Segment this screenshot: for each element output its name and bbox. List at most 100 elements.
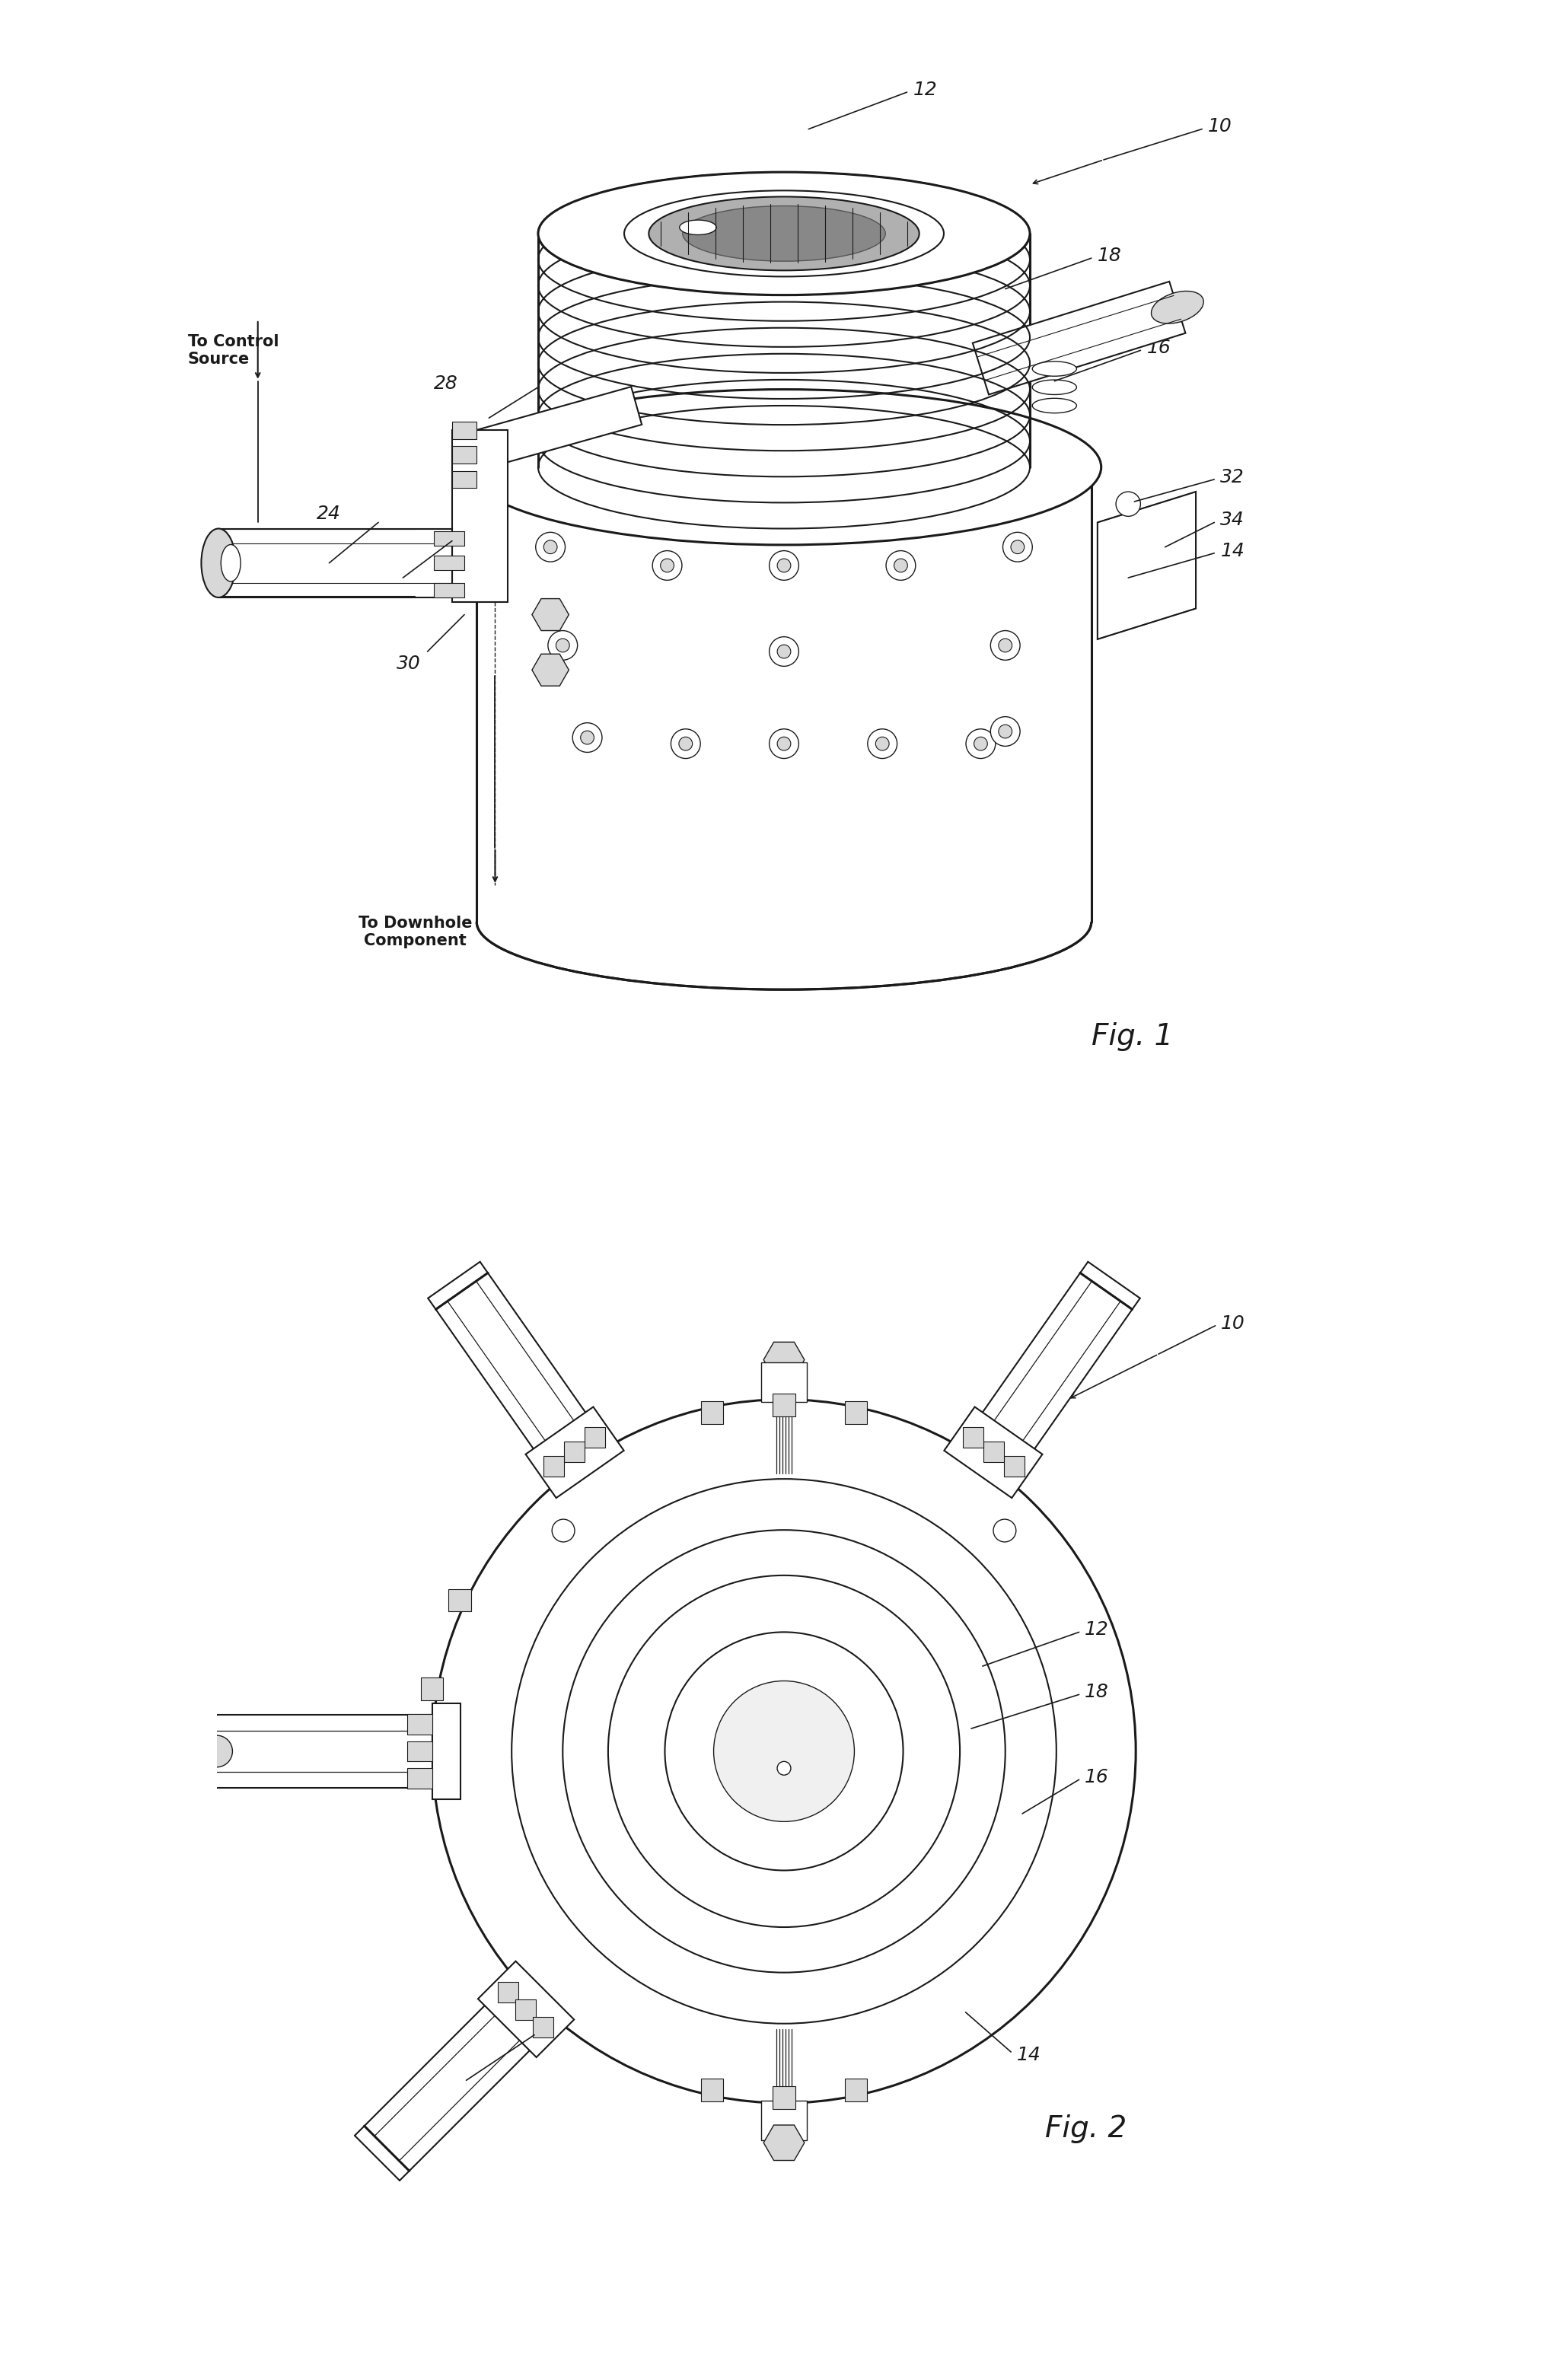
Ellipse shape [624, 191, 944, 277]
Polygon shape [944, 1407, 1043, 1499]
Ellipse shape [1032, 362, 1077, 376]
Bar [448, 1589, 472, 1612]
Circle shape [652, 551, 682, 579]
Circle shape [713, 1681, 855, 1823]
Text: 34: 34 [1220, 511, 1245, 530]
Polygon shape [478, 388, 641, 468]
Circle shape [770, 728, 798, 759]
Polygon shape [525, 1407, 624, 1499]
Circle shape [1011, 541, 1024, 553]
Text: 24: 24 [416, 2085, 439, 2104]
Circle shape [536, 532, 564, 563]
Text: To Control
Source: To Control Source [188, 333, 279, 366]
Polygon shape [478, 1962, 574, 2057]
Circle shape [999, 638, 1011, 652]
Ellipse shape [201, 530, 235, 598]
Bar [497, 1981, 517, 2002]
Circle shape [1116, 492, 1140, 515]
Ellipse shape [679, 220, 717, 234]
Bar [452, 470, 477, 487]
Circle shape [608, 1574, 960, 1927]
Polygon shape [764, 1343, 804, 1378]
Circle shape [563, 1530, 1005, 1972]
Text: 12: 12 [1085, 1622, 1109, 1638]
Circle shape [778, 558, 790, 572]
Text: 26: 26 [365, 579, 390, 596]
Polygon shape [960, 1272, 1132, 1482]
Circle shape [1004, 532, 1032, 563]
Bar [434, 532, 464, 546]
Ellipse shape [538, 173, 1030, 296]
Bar [1004, 1456, 1024, 1478]
Circle shape [999, 726, 1011, 738]
Polygon shape [538, 234, 1030, 468]
Circle shape [778, 1761, 790, 1775]
Circle shape [433, 1399, 1135, 2104]
Circle shape [671, 728, 701, 759]
Circle shape [894, 558, 908, 572]
Bar [564, 1442, 585, 1463]
Bar [434, 582, 464, 598]
Circle shape [580, 730, 594, 745]
Circle shape [770, 636, 798, 667]
Ellipse shape [221, 544, 240, 582]
Polygon shape [218, 530, 452, 598]
Bar [762, 1362, 806, 1402]
Text: 14: 14 [1220, 541, 1245, 560]
Bar [434, 556, 464, 570]
Text: To Downhole
Component: To Downhole Component [359, 915, 472, 948]
Bar [773, 1395, 795, 1416]
Bar [585, 1428, 605, 1447]
Polygon shape [452, 430, 508, 603]
Bar [516, 2000, 536, 2019]
Circle shape [660, 558, 674, 572]
Bar [701, 1402, 723, 1423]
Ellipse shape [1032, 381, 1077, 395]
Text: 24: 24 [317, 504, 340, 522]
Circle shape [557, 638, 569, 652]
Bar [701, 2078, 723, 2102]
Circle shape [572, 723, 602, 752]
Circle shape [547, 631, 577, 660]
Text: 14: 14 [1016, 2047, 1041, 2064]
Bar [983, 1442, 1004, 1463]
Text: 10: 10 [1207, 118, 1232, 135]
Circle shape [875, 738, 889, 749]
Bar [963, 1428, 983, 1447]
Circle shape [679, 738, 693, 749]
Circle shape [544, 541, 557, 553]
Circle shape [991, 631, 1021, 660]
Ellipse shape [1032, 397, 1077, 414]
Bar [452, 447, 477, 463]
Text: Fig. 1: Fig. 1 [1091, 1021, 1173, 1052]
Circle shape [867, 728, 897, 759]
Text: 18: 18 [1085, 1683, 1109, 1702]
Text: 18: 18 [1098, 246, 1121, 265]
Bar [773, 2085, 795, 2109]
Ellipse shape [1151, 291, 1204, 324]
Circle shape [966, 728, 996, 759]
Polygon shape [1098, 492, 1196, 638]
Ellipse shape [467, 390, 1101, 544]
Ellipse shape [477, 400, 1091, 534]
Circle shape [778, 738, 790, 749]
Circle shape [552, 1520, 575, 1541]
Bar [452, 421, 477, 440]
Bar [533, 2016, 554, 2038]
Circle shape [201, 1735, 232, 1768]
Bar [845, 2078, 867, 2102]
Bar [408, 1768, 433, 1790]
Bar [845, 1402, 867, 1423]
Circle shape [770, 551, 798, 579]
Bar [762, 2102, 806, 2139]
Polygon shape [364, 1979, 558, 2170]
Ellipse shape [649, 196, 919, 269]
Text: 28: 28 [434, 374, 458, 392]
Text: Fig. 2: Fig. 2 [1044, 2113, 1127, 2144]
Circle shape [511, 1480, 1057, 2024]
Polygon shape [433, 1704, 461, 1799]
Text: 30: 30 [397, 655, 420, 674]
Text: 16: 16 [1146, 338, 1171, 357]
Polygon shape [764, 2125, 804, 2161]
Ellipse shape [682, 206, 886, 262]
